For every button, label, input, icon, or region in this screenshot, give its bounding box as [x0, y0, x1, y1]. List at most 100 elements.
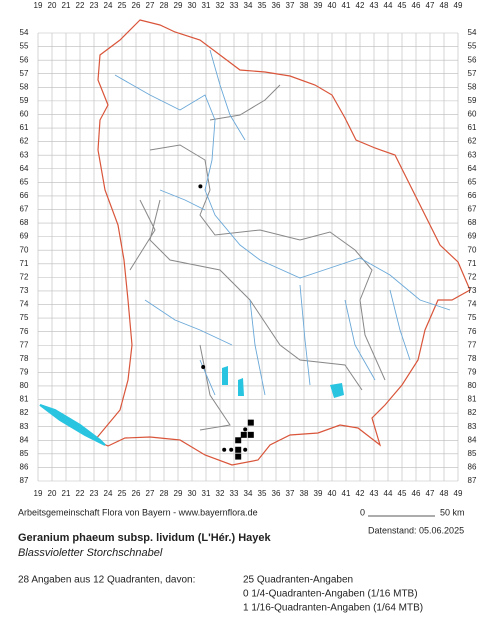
column-label: 35	[258, 489, 267, 498]
column-label: 25	[118, 489, 127, 498]
species-name: Geranium phaeum subsp. lividum (L'Hér.) …	[18, 532, 272, 544]
row-label: 67	[468, 205, 477, 214]
record-dot	[222, 447, 227, 452]
row-label: 84	[20, 435, 29, 444]
row-label: 76	[20, 327, 29, 336]
column-label: 27	[146, 1, 155, 10]
column-label: 20	[48, 1, 57, 10]
row-label: 78	[20, 354, 29, 363]
column-label: 48	[440, 1, 449, 10]
record-dot	[198, 184, 203, 189]
credit: Arbeitsgemeinschaft Flora von Bayern - w…	[18, 507, 258, 517]
record-dot	[201, 364, 206, 369]
column-label: 47	[426, 1, 435, 10]
record-square	[247, 431, 254, 438]
row-label: 60	[20, 110, 29, 119]
row-label: 60	[468, 110, 477, 119]
row-label: 71	[468, 259, 477, 268]
lake-chiemsee	[330, 383, 344, 398]
lake-ammersee	[222, 366, 228, 385]
row-label: 65	[20, 177, 29, 186]
column-label: 45	[398, 489, 407, 498]
row-label: 85	[20, 449, 29, 458]
row-label: 87	[468, 476, 477, 485]
state-border	[94, 19, 471, 466]
row-label: 81	[468, 395, 477, 404]
row-label: 73	[20, 286, 29, 295]
column-label: 49	[454, 489, 463, 498]
lake-starnberg	[238, 378, 244, 396]
column-label: 21	[62, 1, 71, 10]
row-label: 73	[468, 286, 477, 295]
column-label: 42	[356, 1, 365, 10]
row-label: 56	[20, 55, 29, 64]
column-label: 41	[342, 489, 351, 498]
column-label: 43	[370, 489, 379, 498]
records	[198, 184, 254, 460]
column-label: 30	[188, 489, 197, 498]
scale-zero: 0	[360, 507, 365, 517]
column-label: 23	[90, 1, 99, 10]
row-label: 55	[20, 42, 29, 51]
column-label: 21	[62, 489, 71, 498]
stat-line: 1 1/16-Quadranten-Angaben (1/64 MTB)	[243, 603, 423, 614]
common-name: Blassvioletter Storchschnabel	[18, 547, 163, 559]
column-label: 47	[426, 489, 435, 498]
stat-line: 0 1/4-Quadranten-Angaben (1/16 MTB)	[243, 589, 418, 600]
column-label: 28	[160, 489, 169, 498]
column-label: 22	[76, 489, 85, 498]
grid-labels: 19 19 20 20 21 21 22 22 23 23 24 24 25 25 26 26 27 27 28 28…	[20, 1, 477, 498]
record-dot	[229, 447, 234, 452]
row-label: 54	[20, 28, 29, 37]
row-label: 67	[20, 205, 29, 214]
row-label: 64	[20, 164, 29, 173]
record-square	[235, 446, 242, 453]
row-label: 79	[468, 368, 477, 377]
column-label: 37	[286, 1, 295, 10]
row-label: 64	[468, 164, 477, 173]
record-square	[235, 437, 242, 444]
column-label: 49	[454, 1, 463, 10]
column-label: 25	[118, 1, 127, 10]
row-label: 74	[468, 300, 477, 309]
column-label: 24	[104, 489, 113, 498]
column-label: 43	[370, 1, 379, 10]
row-label: 58	[20, 82, 29, 91]
column-label: 19	[34, 1, 43, 10]
row-label: 57	[468, 69, 477, 78]
row-label: 82	[468, 408, 477, 417]
rivers	[114, 49, 451, 396]
column-label: 36	[272, 489, 281, 498]
column-label: 27	[146, 489, 155, 498]
row-label: 72	[468, 272, 477, 281]
row-label: 84	[468, 435, 477, 444]
column-label: 20	[48, 489, 57, 498]
date: Datenstand: 05.06.2025	[368, 525, 464, 535]
summary: 28 Angaben aus 12 Quadranten, davon:	[18, 575, 195, 586]
column-label: 46	[412, 1, 421, 10]
record-dot	[243, 447, 248, 452]
row-label: 79	[20, 368, 29, 377]
row-label: 71	[20, 259, 29, 268]
row-label: 83	[20, 422, 29, 431]
column-label: 36	[272, 1, 281, 10]
row-label: 69	[468, 232, 477, 241]
row-label: 63	[468, 150, 477, 159]
row-label: 80	[468, 381, 477, 390]
district-border	[129, 84, 386, 431]
column-label: 28	[160, 1, 169, 10]
row-label: 77	[468, 340, 477, 349]
column-label: 34	[244, 1, 253, 10]
row-label: 59	[468, 96, 477, 105]
column-label: 44	[384, 489, 393, 498]
column-label: 29	[174, 1, 183, 10]
row-label: 68	[20, 218, 29, 227]
row-label: 54	[468, 28, 477, 37]
column-label: 22	[76, 1, 85, 10]
grid	[37, 32, 459, 482]
column-label: 23	[90, 489, 99, 498]
column-label: 32	[216, 489, 225, 498]
row-label: 66	[468, 191, 477, 200]
